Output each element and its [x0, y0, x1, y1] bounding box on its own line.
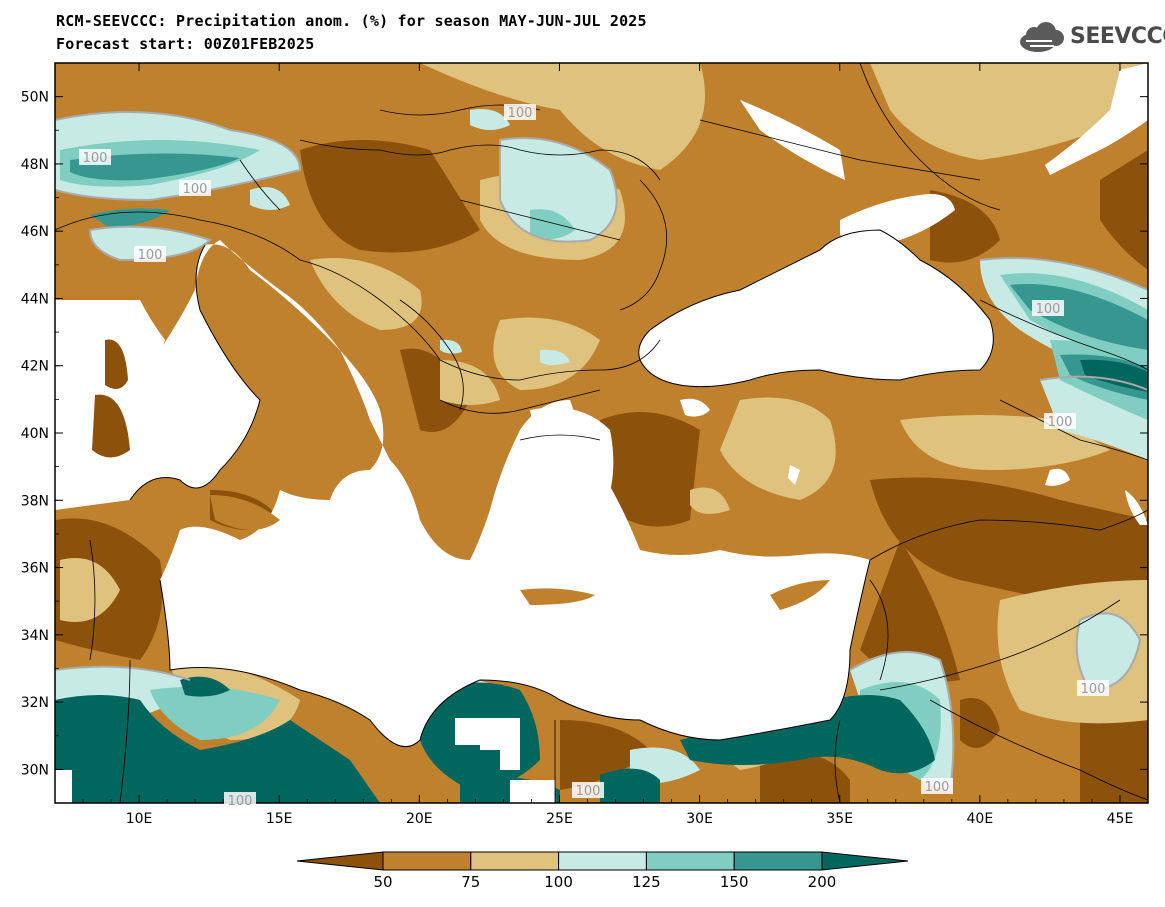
lon-tick-label: 35E: [826, 811, 853, 827]
colorbar: 50 75 100 125 150 200: [296, 851, 909, 891]
contour-label-bg: [134, 246, 166, 262]
islands: [210, 495, 830, 610]
lat-tick-label: 50N: [21, 90, 49, 106]
contour-label-bg: [1077, 680, 1109, 696]
contour-label-bg: [1032, 300, 1064, 316]
contour-100: [55, 111, 1148, 791]
longitude-axis: 10E 15E 20E 25E 30E 35E 40E 45E: [82, 63, 1149, 827]
lat-tick-label: 34N: [21, 628, 49, 644]
colorbar-segment: [645, 851, 735, 871]
lon-tick-label: 15E: [266, 811, 293, 827]
lon-tick-label: 20E: [406, 811, 433, 827]
contour-label: 100: [83, 151, 108, 166]
contour-label: 100: [576, 784, 601, 799]
lon-tick-label: 30E: [686, 811, 713, 827]
contour-label: 100: [1036, 302, 1061, 317]
sardinia-corsica: [92, 339, 130, 458]
lat-tick-label: 48N: [21, 157, 49, 173]
colorbar-label: 200: [808, 873, 837, 891]
contour-label-bg: [79, 149, 111, 165]
contour-label: 100: [1081, 682, 1106, 697]
lat-tick-label: 42N: [21, 359, 49, 375]
colorbar-label: 150: [720, 873, 749, 891]
colorbar-label: 125: [632, 873, 661, 891]
contour-label-bg: [224, 792, 256, 808]
contour-label: 100: [1048, 415, 1073, 430]
colorbar-label: 75: [461, 873, 480, 891]
contour-label-bg: [921, 778, 953, 794]
colorbar-segment: [296, 851, 384, 871]
coastlines: [129, 229, 994, 748]
cloud-icon: [1020, 22, 1064, 52]
colorbar-segment: [821, 851, 909, 871]
lon-tick-label: 25E: [546, 811, 573, 827]
black-sea: [638, 230, 994, 387]
mediterranean-sea: [130, 240, 870, 747]
lon-tick-label: 45E: [1107, 811, 1134, 827]
lat-tick-label: 30N: [21, 762, 49, 778]
lat-tick-label: 44N: [21, 291, 49, 307]
aegean-sea-patches: [530, 398, 710, 523]
lon-tick-label: 10E: [126, 811, 153, 827]
map-title: RCM-SEEVCCC: Precipitation anom. (%) for…: [56, 12, 647, 30]
lat-tick-label: 38N: [21, 493, 49, 509]
contour-label: 100: [925, 780, 950, 795]
extreme-wet-areas: [55, 359, 1148, 803]
logo-text: SEEVCCC: [1070, 24, 1165, 49]
sea-of-azov: [840, 194, 955, 242]
colorbar-segment: [733, 851, 823, 871]
colorbar-segment: [558, 851, 647, 871]
lat-tick-label: 40N: [21, 426, 49, 442]
contour-label-bg: [504, 104, 536, 120]
colorbar-segment: [382, 851, 472, 871]
lat-tick-label: 32N: [21, 695, 49, 711]
colorbar-label: 50: [373, 873, 392, 891]
colorbar-label: 100: [544, 873, 573, 891]
contour-label: 100: [228, 794, 253, 809]
contour-label-bg: [572, 782, 604, 798]
colorbar-segment: [470, 851, 560, 871]
contour-label: 100: [183, 182, 208, 197]
missing-data-patches: [55, 63, 1148, 803]
latitude-axis: 50N 48N 46N 44N 42N 40N 38N 36N 34N 32N 30N: [21, 62, 1148, 778]
contour-label: 100: [508, 106, 533, 121]
lon-tick-label: 40E: [967, 811, 994, 827]
forecast-start: Forecast start: 00Z01FEB2025: [56, 35, 315, 53]
contour-labels: 100 100 100 100 100 100 100 100 100 100: [79, 104, 1109, 809]
contour-label-bg: [1044, 413, 1076, 429]
lat-tick-label: 36N: [21, 561, 49, 577]
contour-label-bg: [179, 180, 211, 196]
contour-label: 100: [138, 248, 163, 263]
lat-tick-label: 46N: [21, 224, 49, 240]
country-borders: [55, 63, 1148, 803]
map-field: [55, 63, 1148, 803]
